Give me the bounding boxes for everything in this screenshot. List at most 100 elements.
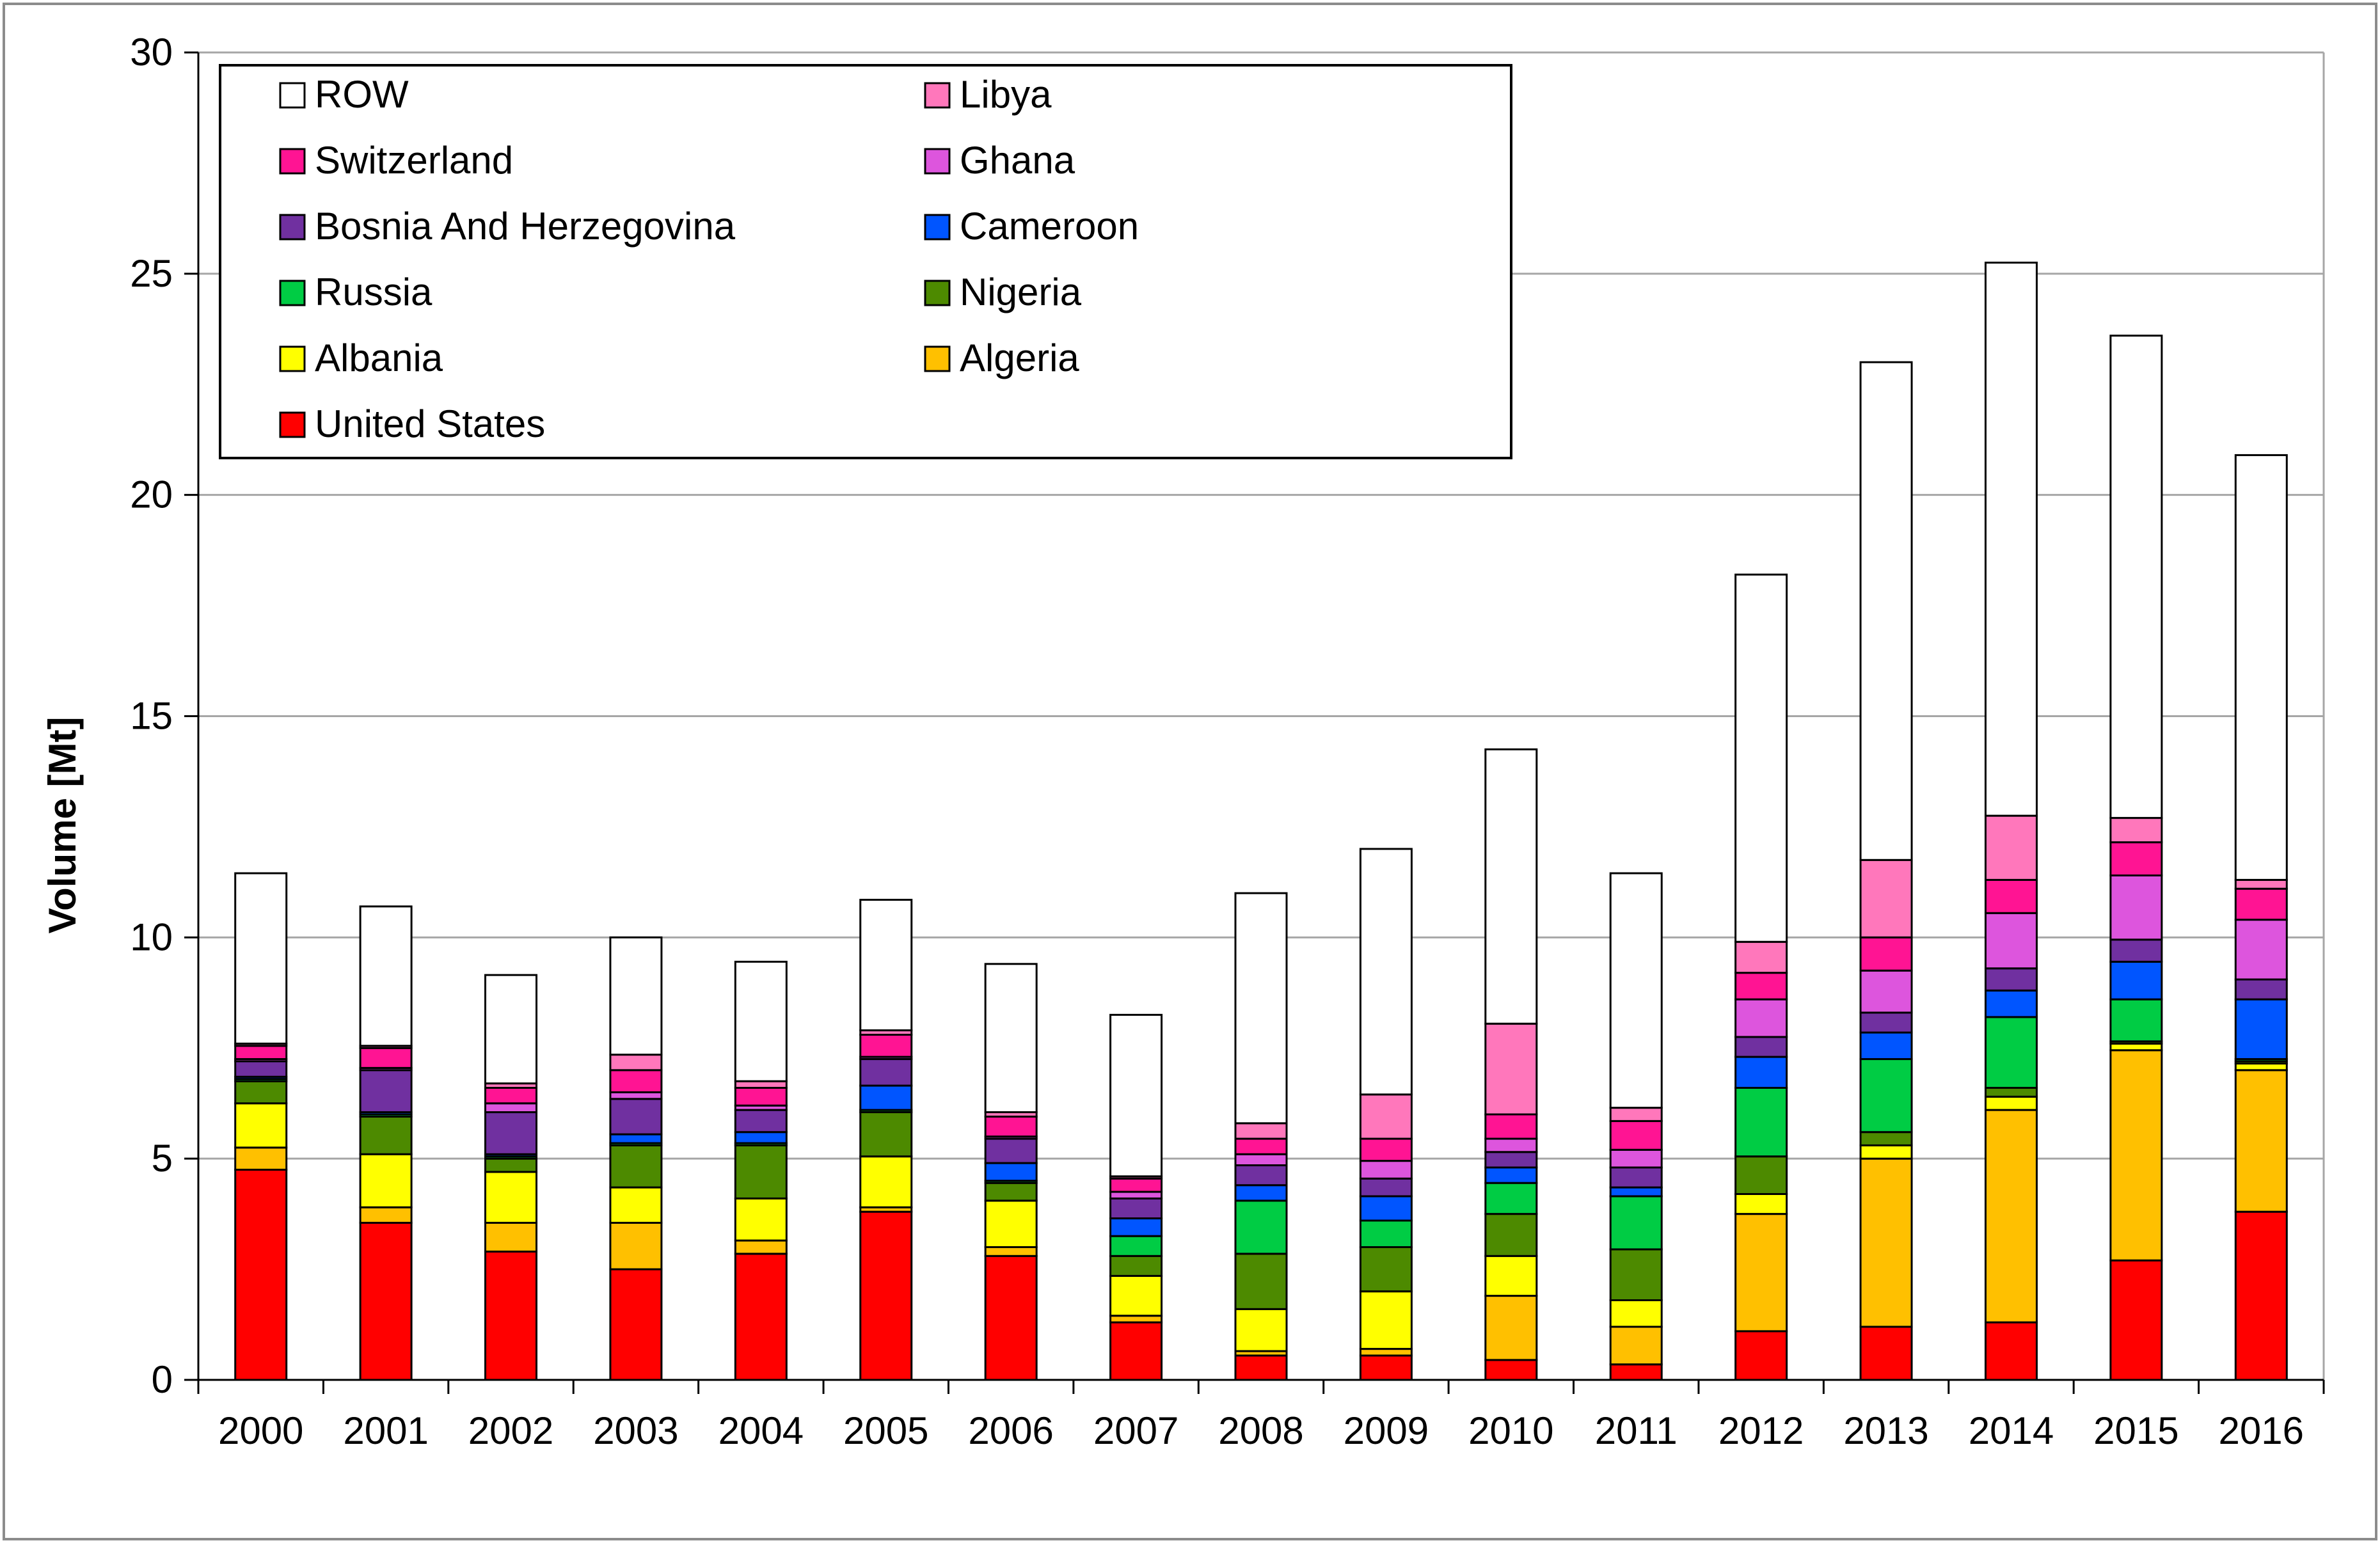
- bar-segment-libya: [1859, 859, 1913, 938]
- y-tick-label: 0: [152, 1358, 173, 1401]
- bar-segment-bosnia-and-herzegovina: [984, 1137, 1038, 1164]
- bar-segment-nigeria: [609, 1144, 663, 1189]
- y-axis-label: Volume [Mt]: [41, 717, 84, 934]
- bar-segment-row: [1984, 262, 2038, 817]
- bar-segment-ghana: [1109, 1191, 1163, 1199]
- bar-segment-ghana: [2234, 919, 2288, 981]
- bar-segment-row: [984, 963, 1038, 1114]
- bar-segment-switzerland: [234, 1045, 288, 1061]
- bar-segment-algeria: [984, 1246, 1038, 1257]
- bar-segment-row: [359, 905, 413, 1047]
- x-tick-label: 2010: [1468, 1409, 1553, 1452]
- legend-swatch: [924, 148, 951, 175]
- bar-segment-row: [1234, 892, 1288, 1125]
- bar-segment-libya: [1484, 1022, 1538, 1116]
- bar-segment-united-states: [734, 1253, 788, 1381]
- bar-segment-nigeria: [484, 1157, 538, 1173]
- bar-segment-united-states: [1734, 1330, 1788, 1381]
- bar-segment-row: [484, 974, 538, 1085]
- legend-swatch: [924, 82, 951, 109]
- bar-segment-bosnia-and-herzegovina: [1859, 1011, 1913, 1034]
- bar-segment-switzerland: [609, 1069, 663, 1093]
- bar-segment-switzerland: [1359, 1137, 1413, 1162]
- bar-segment-nigeria: [359, 1115, 413, 1155]
- bar-segment-albania: [1484, 1254, 1538, 1297]
- bar-segment-bosnia-and-herzegovina: [1734, 1036, 1788, 1058]
- bar-segment-albania: [984, 1199, 1038, 1248]
- bar-segment-switzerland: [2234, 887, 2288, 921]
- bar-segment-algeria: [1984, 1109, 2038, 1324]
- bar-segment-cameroon: [609, 1133, 663, 1144]
- bar-segment-row: [734, 960, 788, 1082]
- bar-segment-nigeria: [1109, 1254, 1163, 1277]
- bar-segment-albania: [859, 1155, 913, 1208]
- bar-segment-algeria: [1859, 1157, 1913, 1328]
- bar-segment-bosnia-and-herzegovina: [1359, 1177, 1413, 1198]
- y-tick-label: 10: [130, 915, 173, 958]
- bar-segment-cameroon: [1109, 1217, 1163, 1237]
- legend-label: ROW: [315, 73, 409, 116]
- bar-segment-libya: [1609, 1107, 1663, 1122]
- legend-label: Nigeria: [960, 271, 1082, 313]
- bar-segment-united-states: [2234, 1210, 2288, 1381]
- bar-segment-libya: [2109, 817, 2163, 844]
- bar-segment-libya: [1984, 814, 2038, 881]
- bar-segment-united-states: [2109, 1259, 2163, 1381]
- y-tick-label: 15: [130, 695, 173, 738]
- bar-segment-cameroon: [734, 1131, 788, 1144]
- bar-segment-albania: [2109, 1042, 2163, 1052]
- bar-segment-algeria: [1359, 1348, 1413, 1357]
- bar-segment-algeria: [2234, 1069, 2288, 1213]
- bar-segment-algeria: [234, 1146, 288, 1171]
- x-tick-label: 2013: [1843, 1409, 1928, 1452]
- bar-segment-libya: [1234, 1122, 1288, 1140]
- bar-segment-algeria: [1109, 1315, 1163, 1324]
- bar-segment-united-states: [1484, 1359, 1538, 1381]
- x-tick-label: 2002: [468, 1409, 553, 1452]
- legend-label: United States: [315, 402, 545, 445]
- legend-swatch: [924, 280, 951, 306]
- bar-segment-united-states: [859, 1210, 913, 1381]
- bar-segment-nigeria: [734, 1144, 788, 1199]
- x-tick-label: 2011: [1595, 1409, 1678, 1452]
- legend-label: Libya: [960, 73, 1052, 116]
- y-tick-label: 5: [152, 1137, 173, 1180]
- bar-segment-united-states: [1359, 1354, 1413, 1381]
- bar-segment-cameroon: [2109, 960, 2163, 1001]
- x-tick-label: 2009: [1344, 1409, 1429, 1452]
- legend-swatch: [279, 345, 306, 372]
- bar-segment-albania: [1609, 1299, 1663, 1328]
- bar-segment-libya: [1359, 1093, 1413, 1140]
- bar-segment-russia: [1859, 1058, 1913, 1134]
- bar-segment-switzerland: [1109, 1177, 1163, 1193]
- legend-label: Ghana: [960, 139, 1075, 182]
- x-tick-label: 2001: [343, 1409, 428, 1452]
- bar-segment-switzerland: [1234, 1137, 1288, 1155]
- legend-swatch: [924, 214, 951, 241]
- bar-segment-libya: [609, 1054, 663, 1072]
- x-tick-label: 2015: [2093, 1409, 2178, 1452]
- bar-segment-bosnia-and-herzegovina: [1234, 1164, 1288, 1187]
- legend-swatch: [279, 82, 306, 109]
- bar-segment-bosnia-and-herzegovina: [734, 1109, 788, 1134]
- x-tick-label: 2016: [2219, 1409, 2304, 1452]
- bar-segment-row: [1859, 361, 1913, 861]
- bar-segment-bosnia-and-herzegovina: [1609, 1166, 1663, 1189]
- bar-segment-albania: [609, 1186, 663, 1224]
- x-tick-label: 2008: [1218, 1409, 1303, 1452]
- bar-segment-albania: [1109, 1274, 1163, 1317]
- bar-segment-bosnia-and-herzegovina: [484, 1111, 538, 1155]
- bar-segment-switzerland: [859, 1034, 913, 1058]
- bar-segment-albania: [2234, 1062, 2288, 1072]
- bar-segment-russia: [1234, 1199, 1288, 1255]
- y-tick-label: 25: [130, 252, 173, 295]
- bar-segment-switzerland: [734, 1087, 788, 1107]
- bar-segment-united-states: [1109, 1321, 1163, 1381]
- bar-segment-nigeria: [1859, 1131, 1913, 1146]
- bar-segment-switzerland: [1859, 936, 1913, 972]
- bar-segment-switzerland: [484, 1087, 538, 1105]
- legend-label: Russia: [315, 271, 432, 313]
- bar-segment-algeria: [484, 1221, 538, 1253]
- bar-segment-cameroon: [2234, 998, 2288, 1061]
- bar-segment-bosnia-and-herzegovina: [1109, 1197, 1163, 1220]
